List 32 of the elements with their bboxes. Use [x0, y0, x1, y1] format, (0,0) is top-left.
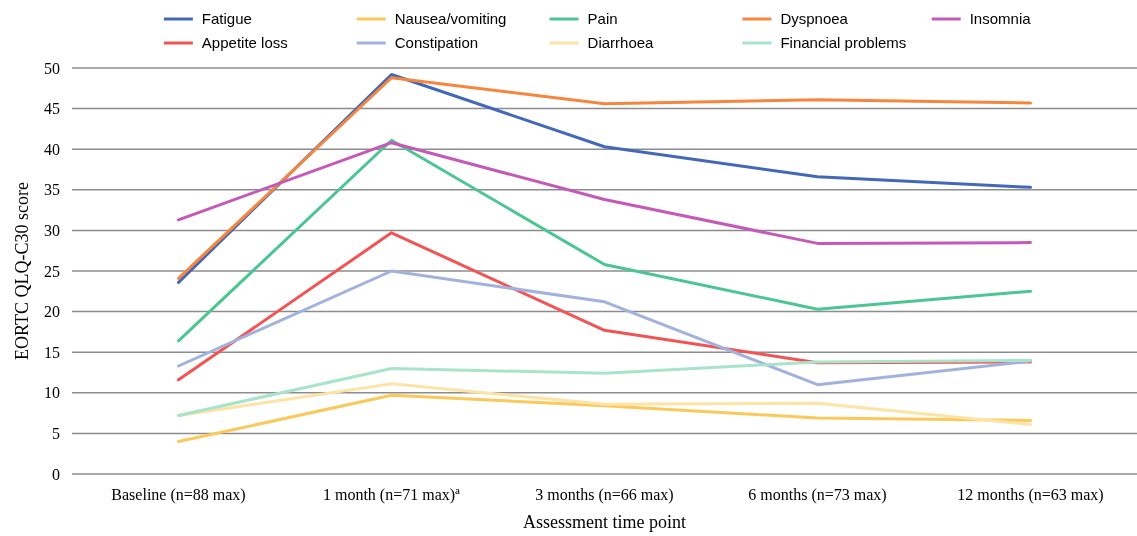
y-tick-label: 20 — [44, 303, 60, 321]
legend-label: Appetite loss — [201, 34, 288, 52]
legend-label: Fatigue — [201, 10, 252, 28]
line-series — [177, 269, 1032, 387]
y-tick-label: 5 — [52, 425, 60, 442]
y-tick-label: 0 — [52, 465, 60, 483]
legend-label: Diarrhoea — [587, 34, 655, 52]
y-tick-label: 45 — [44, 100, 60, 118]
legend-label: Dyspnoea — [780, 10, 849, 28]
line-series — [177, 138, 1032, 343]
x-tick-label: 12 months (n=63 max) — [957, 486, 1104, 504]
x-tick-label: 1 month (n=71 max)$^{a}$ — [322, 484, 461, 504]
legend-label: Constipation — [394, 34, 479, 52]
y-tick-label: 10 — [44, 384, 60, 402]
legend-label: Financial problems — [780, 34, 907, 52]
y-axis-title: EORTC QLQ-C30 score — [12, 182, 32, 360]
y-tick-label: 50 — [44, 59, 60, 77]
y-tick-label: 40 — [44, 140, 60, 158]
legend-label: Insomnia — [969, 10, 1032, 28]
x-tick-label: 6 months (n=73 max) — [748, 486, 887, 504]
y-tick-label: 25 — [44, 262, 60, 280]
y-tick-label: 30 — [44, 222, 60, 239]
y-tick-label: 15 — [44, 343, 60, 361]
line-series — [177, 141, 1032, 245]
legend-label: Nausea/vomiting — [394, 10, 507, 28]
line-series — [177, 358, 1032, 418]
line-series — [177, 393, 1032, 444]
x-tick-label: Baseline (n=88 max) — [111, 486, 246, 504]
x-tick-label: 3 months (n=66 max) — [535, 486, 674, 504]
y-tick-label: 35 — [44, 181, 60, 199]
x-axis-title: Assessment time point — [523, 512, 686, 532]
legend-label: Pain — [587, 10, 618, 28]
